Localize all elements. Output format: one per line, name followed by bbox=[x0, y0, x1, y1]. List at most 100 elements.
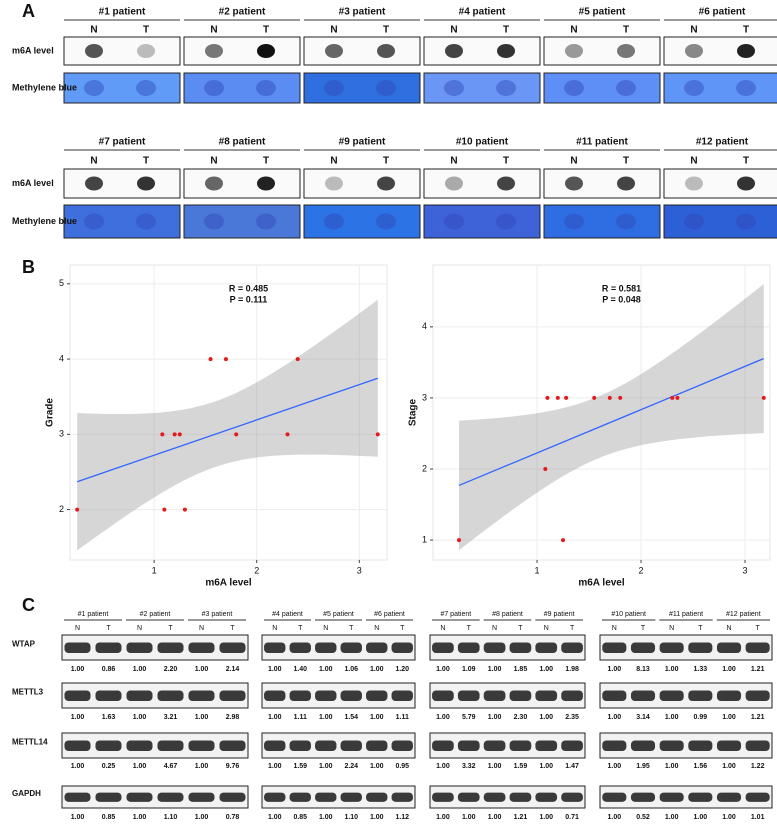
quant-value: 2.30 bbox=[514, 714, 528, 721]
quant-value: 1.00 bbox=[608, 814, 622, 821]
row-label: Methylene blue bbox=[12, 216, 77, 226]
point bbox=[592, 395, 597, 400]
blot bbox=[261, 682, 416, 709]
band bbox=[366, 792, 388, 802]
quant-value: 1.00 bbox=[539, 666, 553, 673]
band bbox=[688, 792, 713, 802]
quant-value: 2.35 bbox=[565, 714, 579, 721]
patient-title: #5 patient bbox=[323, 611, 354, 618]
quant-value: 0.85 bbox=[293, 814, 307, 821]
band bbox=[157, 740, 184, 751]
m6a-dot bbox=[205, 44, 223, 58]
column-label: T bbox=[263, 25, 269, 36]
band bbox=[315, 792, 337, 802]
methylene-dot bbox=[684, 213, 704, 230]
methylene-dot bbox=[256, 213, 276, 230]
quant-value: 1.56 bbox=[694, 763, 708, 770]
band bbox=[561, 740, 583, 751]
column-label: N bbox=[726, 625, 731, 632]
blot bbox=[61, 634, 249, 661]
column-label: N bbox=[570, 25, 577, 36]
band bbox=[602, 792, 627, 802]
methylene-dot bbox=[496, 80, 516, 96]
column-label: T bbox=[623, 25, 629, 36]
panel-label: C bbox=[22, 595, 35, 615]
y-tick-label: 4 bbox=[422, 321, 427, 331]
patient-title: #3 patient bbox=[339, 7, 386, 18]
quant-value: 1.00 bbox=[608, 714, 622, 721]
band bbox=[219, 690, 246, 701]
m6a-dot bbox=[617, 44, 635, 58]
band bbox=[483, 792, 506, 802]
quant-value: 1.00 bbox=[71, 714, 85, 721]
column-label: N bbox=[330, 156, 337, 167]
patient-title: #4 patient bbox=[459, 7, 506, 18]
y-tick-label: 3 bbox=[422, 392, 427, 402]
methylene-dot bbox=[564, 80, 584, 96]
m6a-blot bbox=[63, 168, 181, 199]
patient-title: #9 patient bbox=[339, 137, 386, 148]
point bbox=[545, 395, 550, 400]
quant-value: 1.00 bbox=[436, 763, 450, 770]
quant-value: 1.00 bbox=[195, 763, 209, 770]
patient-title: #2 patient bbox=[219, 7, 266, 18]
band bbox=[264, 792, 286, 802]
band bbox=[432, 690, 454, 701]
band bbox=[659, 642, 684, 653]
blot bbox=[61, 682, 249, 709]
band bbox=[340, 642, 362, 653]
annotation: R = 0.485 bbox=[229, 283, 268, 293]
column-label: N bbox=[669, 625, 674, 632]
band bbox=[64, 740, 91, 751]
quant-value: 0.99 bbox=[694, 714, 708, 721]
quant-value: 1.21 bbox=[514, 814, 528, 821]
quant-value: 2.14 bbox=[226, 666, 240, 673]
blot bbox=[429, 682, 586, 709]
point bbox=[160, 432, 165, 437]
quant-value: 1.00 bbox=[722, 666, 736, 673]
m6a-dot bbox=[85, 176, 103, 191]
quant-value: 1.00 bbox=[665, 763, 679, 770]
band bbox=[509, 740, 532, 751]
quant-value: 2.24 bbox=[344, 763, 358, 770]
band bbox=[219, 740, 246, 751]
patient-title: #7 patient bbox=[99, 137, 146, 148]
point bbox=[761, 395, 766, 400]
methylene-dot bbox=[324, 80, 344, 96]
quant-value: 1.00 bbox=[665, 714, 679, 721]
row-label: WTAP bbox=[12, 640, 36, 649]
m6a-dot bbox=[377, 176, 395, 191]
band bbox=[391, 792, 413, 802]
y-tick-label: 4 bbox=[59, 353, 64, 363]
band bbox=[264, 690, 286, 701]
quant-value: 5.79 bbox=[462, 714, 476, 721]
column-label: T bbox=[641, 625, 646, 632]
m6a-blot bbox=[543, 36, 661, 66]
point bbox=[607, 395, 612, 400]
blot bbox=[61, 732, 249, 759]
quant-value: 1.00 bbox=[319, 714, 333, 721]
point bbox=[555, 395, 560, 400]
column-label: N bbox=[544, 625, 549, 632]
methylene-blot bbox=[543, 72, 661, 104]
band bbox=[391, 690, 413, 701]
band bbox=[630, 740, 656, 751]
point bbox=[375, 432, 380, 437]
band bbox=[561, 792, 583, 802]
column-label: T bbox=[503, 25, 509, 36]
band bbox=[340, 740, 362, 751]
quant-value: 3.14 bbox=[636, 714, 650, 721]
x-tick-label: 1 bbox=[152, 565, 157, 575]
m6a-blot bbox=[183, 168, 301, 199]
m6a-dot bbox=[445, 176, 463, 191]
band bbox=[630, 642, 656, 653]
quant-value: 9.76 bbox=[226, 763, 240, 770]
column-label: T bbox=[518, 625, 523, 632]
column-label: T bbox=[143, 25, 149, 36]
point bbox=[223, 357, 228, 362]
patient-title: #10 patient bbox=[456, 137, 509, 148]
methylene-dot bbox=[84, 80, 104, 96]
quant-value: 1.00 bbox=[133, 666, 147, 673]
quant-value: 1.01 bbox=[751, 814, 765, 821]
m6a-blot bbox=[663, 168, 777, 199]
